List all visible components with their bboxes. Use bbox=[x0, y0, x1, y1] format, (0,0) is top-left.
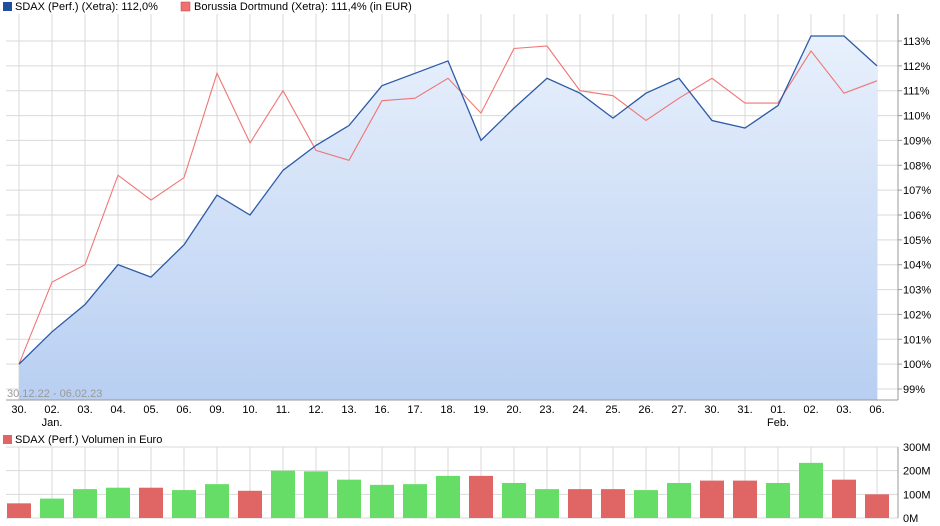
legend-swatch-bvb bbox=[180, 1, 191, 12]
x-tick-label: 30. bbox=[11, 404, 26, 416]
x-tick-label: 17. bbox=[407, 404, 422, 416]
volume-bar bbox=[106, 487, 130, 518]
x-tick-label: 06. bbox=[176, 404, 191, 416]
legend-swatch-volume bbox=[3, 435, 12, 444]
sdax-area-fill bbox=[19, 36, 877, 400]
y-tick-label: 113% bbox=[903, 36, 931, 48]
x-tick-label: 12. bbox=[308, 404, 323, 416]
legend-swatch-sdax bbox=[3, 2, 12, 11]
date-range-label: 30.12.22 - 06.02.23 bbox=[7, 388, 102, 400]
x-tick-label: 03. bbox=[836, 404, 851, 416]
x-tick-label: 31. bbox=[737, 404, 752, 416]
y-tick-label: 101% bbox=[903, 334, 931, 346]
x-tick-label: 04. bbox=[110, 404, 125, 416]
x-tick-label: 01. bbox=[770, 404, 785, 416]
y-tick-label: 111% bbox=[903, 86, 930, 98]
volume-bar bbox=[403, 484, 427, 518]
volume-bars bbox=[7, 462, 889, 518]
y-tick-label: 102% bbox=[903, 309, 931, 321]
y-tick-label: 106% bbox=[903, 210, 931, 222]
y-tick-label: 104% bbox=[903, 260, 931, 272]
volume-bar bbox=[667, 482, 691, 518]
bvb-series-line bbox=[18, 45, 878, 365]
x-tick-label: 20. bbox=[506, 404, 521, 416]
x-tick-label: 25. bbox=[605, 404, 620, 416]
volume-bar bbox=[502, 482, 526, 518]
volume-bar bbox=[832, 479, 856, 518]
x-tick-label: 26. bbox=[638, 404, 653, 416]
y-tick-label: 110% bbox=[903, 111, 931, 123]
volume-bar bbox=[40, 498, 64, 518]
volume-bar bbox=[535, 489, 559, 518]
y-tick-label: 99% bbox=[903, 384, 925, 396]
x-tick-label: 13. bbox=[341, 404, 356, 416]
sdax-series-line bbox=[18, 35, 878, 365]
volume-bar bbox=[337, 479, 361, 518]
x-tick-label: 19. bbox=[473, 404, 488, 416]
x-tick-label: 05. bbox=[143, 404, 158, 416]
y-tick-label: 100% bbox=[903, 359, 931, 371]
volume-bar bbox=[568, 489, 592, 518]
x-tick-label: 03. bbox=[77, 404, 92, 416]
volume-bar bbox=[469, 475, 493, 518]
volume-tick-label: 100M bbox=[903, 489, 931, 501]
volume-bar bbox=[634, 490, 658, 518]
x-tick-label: 23. bbox=[539, 404, 554, 416]
x-tick-label: 16. bbox=[374, 404, 389, 416]
volume-bar bbox=[304, 471, 328, 518]
x-tick-label: 06. bbox=[869, 404, 884, 416]
x-tick-label: 02. bbox=[803, 404, 818, 416]
y-tick-label: 112% bbox=[903, 61, 931, 73]
volume-bar bbox=[436, 475, 460, 518]
volume-bar bbox=[139, 487, 163, 518]
volume-bar bbox=[865, 494, 889, 518]
x-tick-label: 11. bbox=[276, 404, 290, 416]
volume-bar bbox=[799, 462, 823, 518]
y-tick-label: 109% bbox=[903, 135, 931, 147]
price-y-axis: 99% 100% 101% 102% 103% 104% 105% 106% 107% 108% 1… bbox=[898, 36, 931, 396]
x-tick-label: 09. bbox=[209, 404, 224, 416]
volume-tick-label: 200M bbox=[903, 466, 931, 478]
x-tick-label: 27. bbox=[671, 404, 686, 416]
volume-bar bbox=[700, 480, 724, 518]
volume-tick-label: 0M bbox=[903, 513, 918, 525]
y-tick-label: 103% bbox=[903, 285, 931, 297]
volume-y-axis: 0M 100M 200M 300M bbox=[903, 442, 931, 525]
x-tick-label: 02. bbox=[44, 404, 59, 416]
volume-bar bbox=[766, 482, 790, 518]
volume-bar bbox=[238, 490, 262, 518]
y-tick-label: 108% bbox=[903, 160, 931, 172]
price-chart: 30.12.22 - 06.02.23 99% 100% 101% 102% 103% 1… bbox=[6, 14, 931, 429]
volume-bar bbox=[7, 503, 31, 518]
legend-label-bvb: Borussia Dortmund (Xetra): 111,4% (in EU… bbox=[194, 1, 412, 13]
volume-chart: 0M 100M 200M 300M bbox=[6, 442, 931, 525]
volume-legend: SDAX (Perf.) Volumen in Euro bbox=[3, 434, 162, 446]
y-tick-label: 105% bbox=[903, 235, 931, 247]
volume-bar bbox=[733, 480, 757, 518]
volume-bar bbox=[271, 470, 295, 518]
legend-label-sdax: SDAX (Perf.) (Xetra): 112,0% bbox=[15, 1, 158, 13]
volume-bar bbox=[73, 489, 97, 518]
date-x-axis: 30. 02. 03. 04. 05. 06. 09. 10. 11. 12. 13. 16. 17. 1… bbox=[11, 404, 884, 429]
x-month-label: Jan. bbox=[42, 417, 63, 429]
x-month-label: Feb. bbox=[767, 417, 789, 429]
x-tick-label: 18. bbox=[440, 404, 455, 416]
top-legend: SDAX (Perf.) (Xetra): 112,0% Borussia Do… bbox=[3, 1, 412, 13]
y-tick-label: 107% bbox=[903, 185, 931, 197]
volume-bar bbox=[205, 484, 229, 518]
volume-tick-label: 300M bbox=[903, 442, 931, 454]
x-tick-label: 10. bbox=[242, 404, 257, 416]
volume-bar bbox=[601, 489, 625, 518]
volume-bar bbox=[370, 484, 394, 518]
x-tick-label: 24. bbox=[572, 404, 587, 416]
legend-label-volume: SDAX (Perf.) Volumen in Euro bbox=[15, 434, 162, 446]
volume-bar bbox=[172, 490, 196, 518]
x-tick-label: 30. bbox=[704, 404, 719, 416]
